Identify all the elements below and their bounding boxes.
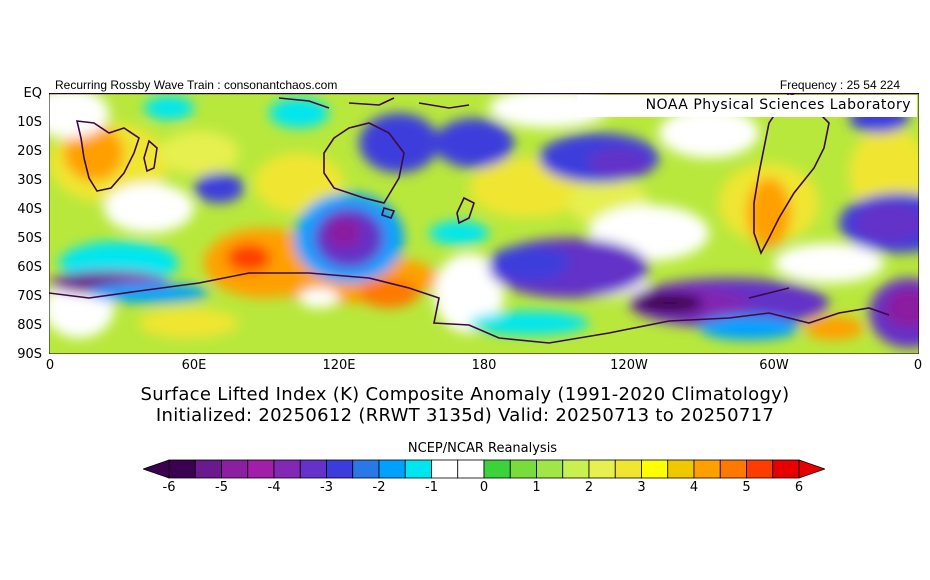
header-right-text: Frequency : 25 54 224 [779,78,900,92]
source-label: NCEP/NCAR Reanalysis [407,441,558,456]
lon-label-120w: 120W [610,358,648,373]
colorbar-cell [509,459,537,479]
colorbar-cell [746,459,774,479]
colorbar-tick-label: 6 [794,480,804,495]
colorbar-cell [719,459,747,479]
lat-label-20s: 20S [17,144,42,159]
colorbar-tick-label: -4 [267,480,281,495]
colorbar-cell [693,459,721,479]
colorbar-cell [431,459,459,479]
colorbar-tick-label: -6 [162,480,176,495]
colorbar-cell [273,459,301,479]
colorbar-cell [352,459,380,479]
colorbar-cell [483,459,511,479]
lat-label-40s: 40S [17,202,42,217]
colorbar-cell [168,459,196,479]
colorbar-tick-label: 4 [689,480,699,495]
colorbar-arrow-right [798,459,825,479]
anomaly-map [49,93,919,354]
colorbar-tick-label: -3 [320,480,333,495]
lat-label-eq: EQ [23,86,42,101]
header-left-text: Recurring Rossby Wave Train : consonantc… [55,78,338,92]
colorbar-tick-label: 3 [637,480,646,495]
lon-label-0: 0 [45,358,55,373]
colorbar-cell [457,459,485,479]
colorbar [143,459,825,479]
lat-label-90s: 90S [17,347,42,362]
lat-label-50s: 50S [17,231,42,246]
colorbar-tick-label: 0 [479,480,489,495]
colorbar-cell [299,459,327,479]
title-line-2: Initialized: 20250612 (RRWT 3135d) Valid… [155,405,775,426]
colorbar-arrow-left [143,459,170,479]
colorbar-cell [588,459,616,479]
colorbar-cell [404,459,432,479]
colorbar-tick-label: 1 [532,480,541,495]
noaa-label: NOAA Physical Sciences Laboratory [577,95,917,117]
colorbar-cell [562,459,590,479]
colorbar-cell [194,459,222,479]
lat-label-10s: 10S [17,115,42,130]
colorbar-cell [772,459,800,479]
colorbar-tick-label: 5 [742,480,751,495]
colorbar-tick-label: -5 [215,480,228,495]
colorbar-tick-label: -2 [372,480,386,495]
colorbar-cell [326,459,354,479]
colorbar-cell [378,459,406,479]
colorbar-tick-label: 2 [584,480,594,495]
lat-label-30s: 30S [17,173,42,188]
lon-label-60w: 60W [759,358,789,373]
anomaly-field [49,93,919,348]
lon-label-120e: 120E [322,358,356,373]
coastlines [49,93,890,344]
colorbar-cell [247,459,275,479]
lon-label-180: 180 [471,358,497,373]
map-canvas [49,93,919,354]
colorbar-cell [221,459,249,479]
lon-label-0-end: 0 [913,358,923,373]
colorbar-cell [641,459,669,479]
colorbar-cell [614,459,642,479]
lat-label-70s: 70S [17,289,42,304]
lon-label-60e: 60E [181,358,207,373]
colorbar-cell [667,459,695,479]
colorbar-cell [536,459,564,479]
title-line-1: Surface Lifted Index (K) Composite Anoma… [140,384,790,405]
lat-label-60s: 60S [17,260,42,275]
lat-label-80s: 80S [17,318,42,333]
colorbar-tick-label: -1 [425,480,438,495]
